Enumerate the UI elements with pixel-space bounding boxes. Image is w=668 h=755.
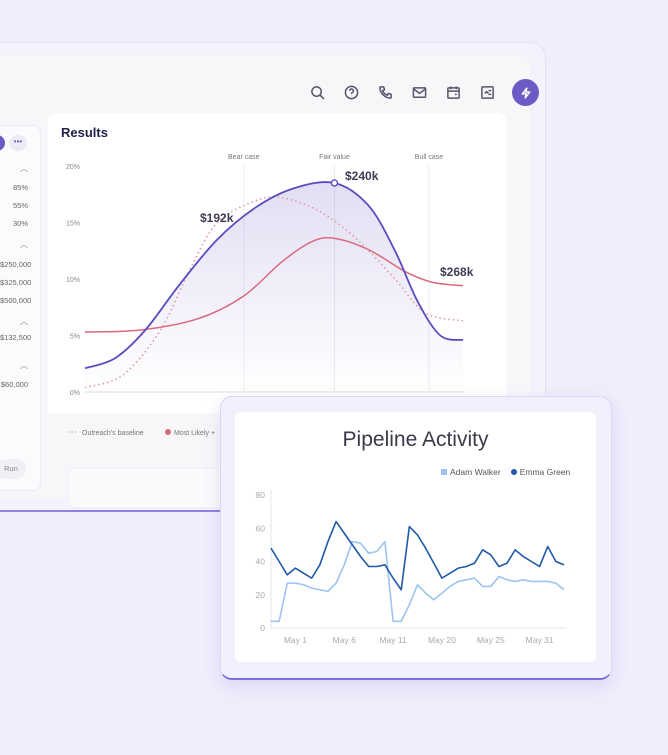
area-fill bbox=[85, 182, 463, 392]
help-icon[interactable] bbox=[342, 80, 360, 106]
x-tick-label: May 20 bbox=[428, 635, 456, 645]
legend-item-emma[interactable]: Emma Green bbox=[510, 467, 571, 477]
bolt-button[interactable] bbox=[512, 79, 539, 106]
emma-green-line bbox=[270, 520, 565, 591]
scenario-line bbox=[84, 181, 464, 370]
marker-label: Fair value bbox=[319, 154, 350, 161]
chevron-up-icon[interactable]: ︿ bbox=[20, 240, 28, 249]
marker-label: Bull case bbox=[415, 154, 444, 161]
marker-label: Bear case bbox=[228, 154, 260, 161]
mail-icon[interactable] bbox=[410, 80, 428, 106]
pipeline-title: Pipeline Activity bbox=[342, 428, 489, 451]
legend-most-likely: Most Likely + bbox=[174, 430, 215, 437]
x-tick-label: May 25 bbox=[477, 635, 505, 645]
most-likely-line bbox=[84, 236, 464, 333]
search-icon[interactable] bbox=[308, 80, 326, 106]
y-tick-label: 80 bbox=[256, 490, 266, 500]
y-tick-label: 0 bbox=[260, 623, 265, 633]
value-annotation: $240k bbox=[345, 169, 379, 183]
tasks-icon[interactable] bbox=[478, 80, 496, 106]
value: 30% bbox=[12, 219, 28, 228]
legend-label: Emma Green bbox=[519, 467, 571, 477]
y-tick-label: 5% bbox=[70, 334, 80, 341]
y-tick-label: 40 bbox=[256, 557, 266, 567]
value: 85% bbox=[12, 183, 28, 192]
value: 55% bbox=[12, 201, 28, 210]
results-title: Results bbox=[61, 125, 108, 140]
value: $60,000 bbox=[0, 380, 28, 389]
value: $132,500 bbox=[0, 333, 32, 342]
value: $500,000 bbox=[0, 296, 32, 305]
pipeline-legend: Adam Walker Emma Green bbox=[441, 467, 570, 477]
value-annotation: $192k bbox=[200, 211, 234, 225]
primary-button[interactable] bbox=[0, 135, 5, 151]
x-tick-label: May 31 bbox=[526, 635, 554, 645]
chevron-up-icon[interactable]: ︿ bbox=[20, 361, 28, 370]
y-tick-label: 20 bbox=[256, 590, 266, 600]
value: $325,000 bbox=[0, 278, 32, 287]
x-tick-label: May 11 bbox=[379, 635, 407, 645]
adam-walker-line bbox=[271, 540, 565, 623]
circle-marker-icon bbox=[510, 469, 517, 475]
more-button[interactable]: ••• bbox=[9, 135, 27, 151]
chevron-up-icon[interactable]: ︿ bbox=[20, 317, 28, 326]
y-tick-label: 15% bbox=[66, 221, 80, 228]
peak-point bbox=[330, 179, 339, 187]
legend-baseline: Outreach's baseline bbox=[82, 430, 144, 437]
x-tick-label: May 1 bbox=[284, 635, 307, 645]
square-marker-icon bbox=[441, 469, 447, 475]
scenario-inputs-panel: ••• bbox=[0, 125, 41, 491]
legend-item-adam[interactable]: Adam Walker bbox=[441, 467, 501, 477]
value: $250,000 bbox=[0, 260, 32, 269]
toolbar bbox=[308, 79, 539, 106]
y-tick-label: 60 bbox=[256, 523, 266, 533]
bolt-icon bbox=[520, 86, 531, 99]
x-tick-label: May 6 bbox=[333, 635, 356, 645]
pipeline-card bbox=[235, 412, 596, 662]
y-tick-label: 20% bbox=[66, 164, 80, 171]
legend-label: Adam Walker bbox=[450, 467, 501, 477]
calendar-icon[interactable] bbox=[444, 80, 462, 106]
chevron-up-icon[interactable]: ︿ bbox=[20, 164, 28, 173]
run-button[interactable]: Run bbox=[0, 459, 26, 479]
y-tick-label: 0% bbox=[70, 390, 80, 397]
most-likely-legend-icon bbox=[165, 429, 171, 435]
baseline-line bbox=[84, 196, 464, 389]
value-annotation: $268k bbox=[440, 265, 474, 279]
phone-icon[interactable] bbox=[376, 80, 394, 106]
y-tick-label: 10% bbox=[66, 277, 80, 284]
